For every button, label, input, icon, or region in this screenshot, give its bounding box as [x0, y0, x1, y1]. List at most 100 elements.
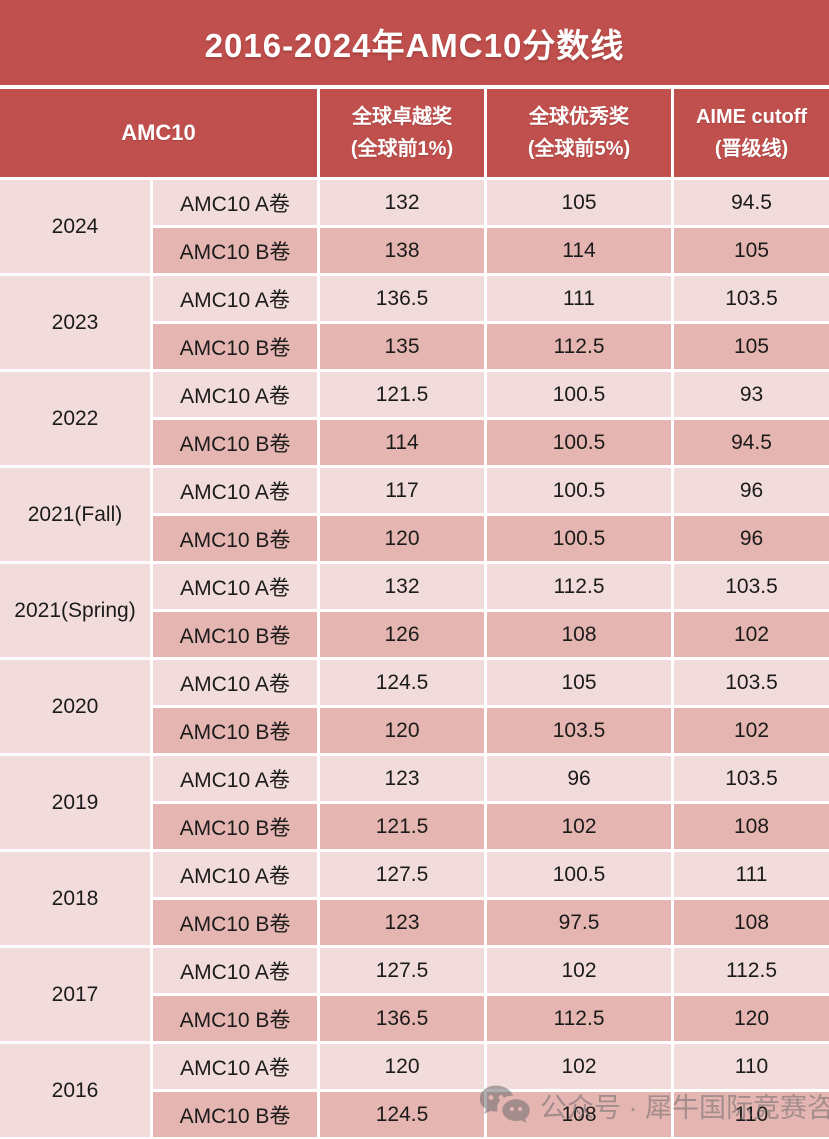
score-cell: 103.5: [487, 708, 671, 753]
score-cell: 94.5: [674, 420, 829, 465]
header-sublabel: (全球前5%): [527, 138, 631, 160]
score-cell: 105: [487, 660, 671, 705]
cutoff-table: AMC10 全球卓越奖 (全球前1%) 全球优秀奖 (全球前5%) AIME c…: [0, 89, 829, 1137]
score-cell: 110: [674, 1044, 829, 1089]
header-cell-distinction: 全球卓越奖 (全球前1%): [320, 89, 484, 177]
score-cell: 100.5: [487, 516, 671, 561]
score-cell: 127.5: [320, 948, 484, 993]
exam-name-cell: AMC10 A卷: [153, 468, 317, 513]
header-label: 全球优秀奖: [529, 106, 629, 128]
year-cell: 2024: [0, 180, 150, 273]
header-cell-aime-cutoff: AIME cutoff (晋级线): [674, 89, 829, 177]
score-cell: 114: [320, 420, 484, 465]
exam-name-cell: AMC10 A卷: [153, 852, 317, 897]
score-cell: 114: [487, 228, 671, 273]
score-cell: 138: [320, 228, 484, 273]
exam-name-cell: AMC10 B卷: [153, 1092, 317, 1137]
score-cell: 136.5: [320, 996, 484, 1041]
year-cell: 2016: [0, 1044, 150, 1137]
exam-name-cell: AMC10 A卷: [153, 756, 317, 801]
year-cell: 2023: [0, 276, 150, 369]
header-label: AMC10: [121, 120, 196, 146]
score-cell: 103.5: [674, 756, 829, 801]
exam-name-cell: AMC10 B卷: [153, 708, 317, 753]
score-cell: 100.5: [487, 852, 671, 897]
score-cell: 121.5: [320, 804, 484, 849]
exam-name-cell: AMC10 A卷: [153, 372, 317, 417]
score-cell: 108: [674, 804, 829, 849]
header-cell-honor: 全球优秀奖 (全球前5%): [487, 89, 671, 177]
score-cell: 126: [320, 612, 484, 657]
exam-name-cell: AMC10 B卷: [153, 996, 317, 1041]
score-cell: 96: [487, 756, 671, 801]
score-cell: 112.5: [487, 324, 671, 369]
year-cell: 2017: [0, 948, 150, 1041]
header-label: 全球卓越奖: [352, 106, 452, 128]
score-cell: 124.5: [320, 1092, 484, 1137]
page-title: 2016-2024年AMC10分数线: [204, 26, 625, 64]
score-cell: 112.5: [487, 996, 671, 1041]
score-cell: 127.5: [320, 852, 484, 897]
score-cell: 105: [674, 228, 829, 273]
exam-name-cell: AMC10 A卷: [153, 180, 317, 225]
year-cell: 2021(Fall): [0, 468, 150, 561]
score-cell: 108: [674, 900, 829, 945]
score-cell: 120: [320, 708, 484, 753]
year-cell: 2018: [0, 852, 150, 945]
score-cell: 100.5: [487, 468, 671, 513]
score-cell: 120: [320, 1044, 484, 1089]
exam-name-cell: AMC10 A卷: [153, 276, 317, 321]
year-cell: 2022: [0, 372, 150, 465]
score-cell: 132: [320, 180, 484, 225]
score-cell: 103.5: [674, 564, 829, 609]
header-sublabel: (晋级线): [714, 138, 789, 160]
exam-name-cell: AMC10 B卷: [153, 324, 317, 369]
exam-name-cell: AMC10 A卷: [153, 948, 317, 993]
score-cell: 110: [674, 1092, 829, 1137]
score-cell: 132: [320, 564, 484, 609]
score-cell: 103.5: [674, 660, 829, 705]
score-cell: 102: [674, 612, 829, 657]
score-cell: 102: [487, 1044, 671, 1089]
title-bar: 2016-2024年AMC10分数线: [0, 0, 829, 85]
exam-name-cell: AMC10 A卷: [153, 660, 317, 705]
score-cell: 135: [320, 324, 484, 369]
exam-name-cell: AMC10 A卷: [153, 1044, 317, 1089]
score-cell: 123: [320, 900, 484, 945]
exam-name-cell: AMC10 B卷: [153, 612, 317, 657]
score-cell: 108: [487, 612, 671, 657]
score-cell: 100.5: [487, 420, 671, 465]
score-cell: 120: [674, 996, 829, 1041]
score-cell: 97.5: [487, 900, 671, 945]
score-cell: 96: [674, 468, 829, 513]
header-label: AIME cutoff: [695, 106, 808, 128]
year-cell: 2020: [0, 660, 150, 753]
score-cell: 124.5: [320, 660, 484, 705]
score-cell: 105: [487, 180, 671, 225]
score-cell: 103.5: [674, 276, 829, 321]
score-cell: 102: [487, 948, 671, 993]
header-sublabel: (全球前1%): [350, 138, 454, 160]
score-cell: 111: [674, 852, 829, 897]
score-cell: 102: [674, 708, 829, 753]
exam-name-cell: AMC10 B卷: [153, 420, 317, 465]
score-cell: 100.5: [487, 372, 671, 417]
score-cell: 112.5: [487, 564, 671, 609]
score-cell: 112.5: [674, 948, 829, 993]
score-cell: 96: [674, 516, 829, 561]
score-cell: 111: [487, 276, 671, 321]
score-cell: 102: [487, 804, 671, 849]
score-cell: 136.5: [320, 276, 484, 321]
exam-name-cell: AMC10 B卷: [153, 228, 317, 273]
header-cell-amc10: AMC10: [0, 89, 317, 177]
year-cell: 2021(Spring): [0, 564, 150, 657]
exam-name-cell: AMC10 A卷: [153, 564, 317, 609]
year-cell: 2019: [0, 756, 150, 849]
score-cell: 105: [674, 324, 829, 369]
score-cell: 108: [487, 1092, 671, 1137]
score-cell: 120: [320, 516, 484, 561]
score-cell: 93: [674, 372, 829, 417]
score-cell: 123: [320, 756, 484, 801]
exam-name-cell: AMC10 B卷: [153, 516, 317, 561]
